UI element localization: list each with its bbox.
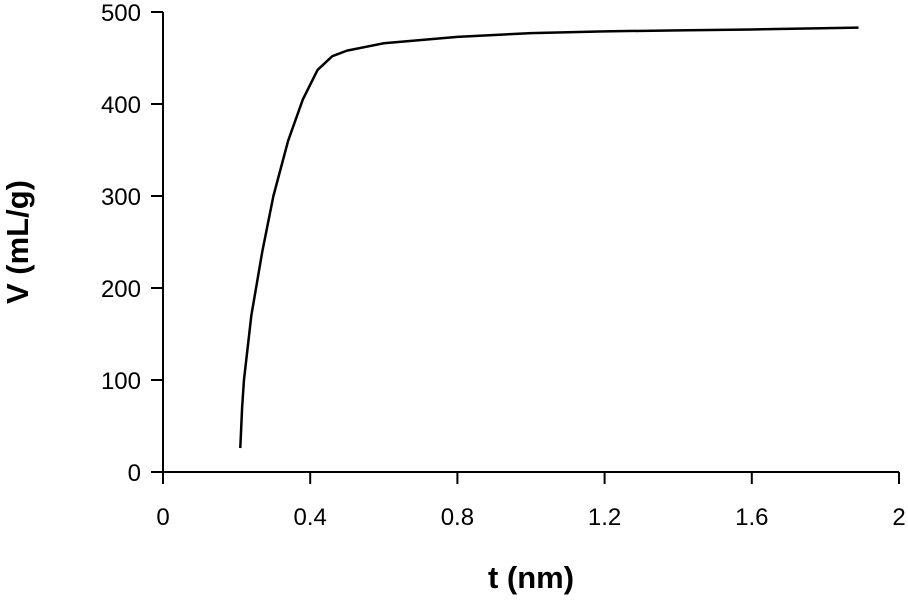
y-tick-label: 200 xyxy=(101,276,141,303)
y-tick-label: 300 xyxy=(101,184,141,211)
y-axis-title: V (mL/g) xyxy=(0,180,35,304)
x-tick-label: 1.2 xyxy=(588,504,621,531)
line xyxy=(239,26,859,449)
x-tick-label: 0.8 xyxy=(441,504,474,531)
x-tick-label: 0 xyxy=(156,504,169,531)
y-tick-label: 100 xyxy=(101,368,141,395)
y-tick-label: 500 xyxy=(101,0,141,27)
y-tick-label: 0 xyxy=(128,460,141,487)
y-tick-label: 400 xyxy=(101,92,141,119)
x-tick-label: 0.4 xyxy=(294,504,327,531)
x-tick-label: 1.6 xyxy=(735,504,768,531)
x-tick-label: 2 xyxy=(892,504,905,531)
x-axis-title: t (nm) xyxy=(488,560,574,595)
